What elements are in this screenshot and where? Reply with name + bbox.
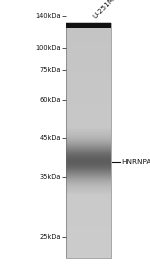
Text: 35kDa: 35kDa (39, 174, 61, 180)
Bar (66, 23, 111, 28)
Text: 100kDa: 100kDa (35, 45, 61, 51)
Text: HNRNPA3: HNRNPA3 (122, 159, 150, 164)
Text: 140kDa: 140kDa (35, 13, 61, 19)
Text: 60kDa: 60kDa (39, 97, 61, 103)
Text: 75kDa: 75kDa (39, 68, 61, 73)
Text: 25kDa: 25kDa (39, 234, 61, 240)
Bar (66, 23, 111, 258)
Text: U-251MG: U-251MG (92, 0, 120, 20)
Text: 45kDa: 45kDa (39, 135, 61, 141)
